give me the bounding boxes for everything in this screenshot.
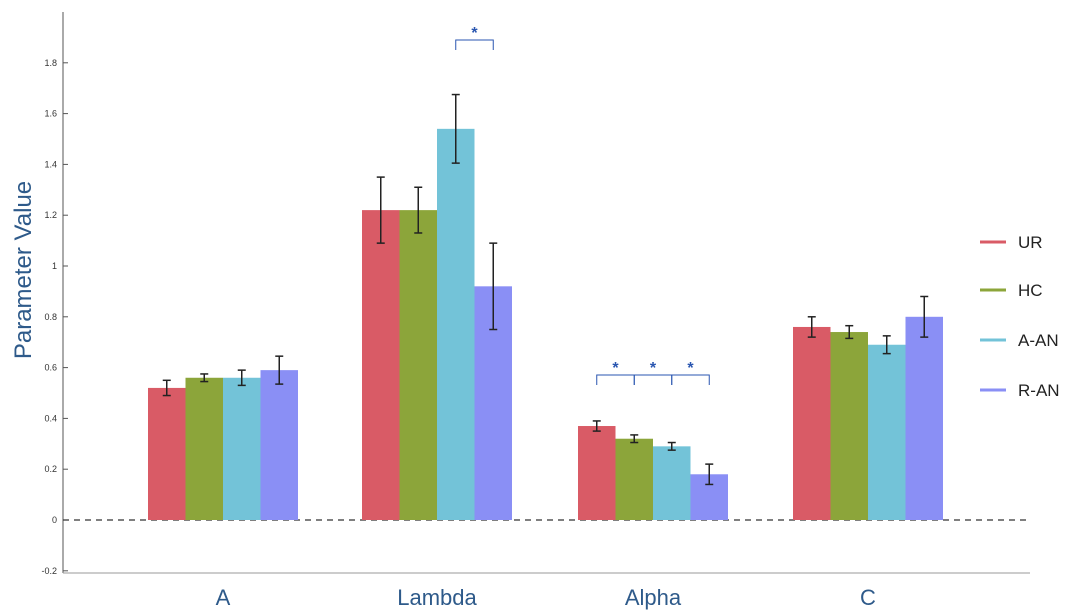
significance-star: * — [612, 360, 619, 377]
x-category-label: C — [860, 585, 876, 610]
y-tick-label: 1.4 — [44, 159, 57, 169]
category-labels: A Lambda Alpha C — [216, 585, 876, 610]
bar — [437, 128, 475, 520]
y-tick-label: 0 — [52, 515, 57, 525]
x-category-label: A — [216, 585, 231, 610]
significance-star: * — [650, 360, 657, 377]
legend-label: HC — [1018, 281, 1043, 300]
y-axis-label: Parameter Value — [10, 181, 37, 359]
x-category-label: Lambda — [397, 585, 477, 610]
bar — [260, 370, 298, 520]
bar — [578, 426, 616, 520]
bar — [905, 316, 943, 520]
bar — [615, 438, 653, 520]
significance-star: * — [471, 25, 478, 42]
y-tick-label: 0.2 — [44, 464, 57, 474]
bar — [185, 377, 223, 520]
bar — [399, 210, 437, 520]
legend: UR HC A-AN R-AN — [980, 233, 1060, 400]
bar — [793, 326, 831, 520]
significance-bracket — [455, 39, 494, 50]
legend-label: UR — [1018, 233, 1043, 252]
y-tick-label: 1.6 — [44, 109, 57, 119]
bar — [223, 377, 261, 520]
error-bars — [162, 93, 929, 486]
y-tick-label: -0.2 — [41, 566, 57, 576]
y-tick-label: 1.8 — [44, 58, 57, 68]
significance-bracket — [671, 374, 710, 385]
y-tick-label: 0.4 — [44, 413, 57, 423]
bar — [653, 446, 691, 520]
bar — [362, 210, 400, 520]
legend-label: A-AN — [1018, 331, 1059, 350]
significance-markers: * * * * — [455, 25, 710, 385]
bar — [830, 332, 868, 520]
y-tick-label: 1 — [52, 261, 57, 271]
y-tick-label: 1.2 — [44, 210, 57, 220]
x-category-label: Alpha — [625, 585, 682, 610]
y-tick-label: 0.8 — [44, 312, 57, 322]
legend-label: R-AN — [1018, 381, 1060, 400]
bar — [148, 387, 186, 520]
bars — [148, 128, 943, 520]
significance-star: * — [687, 360, 694, 377]
y-tick-label: 0.6 — [44, 363, 57, 373]
bar — [868, 344, 906, 520]
